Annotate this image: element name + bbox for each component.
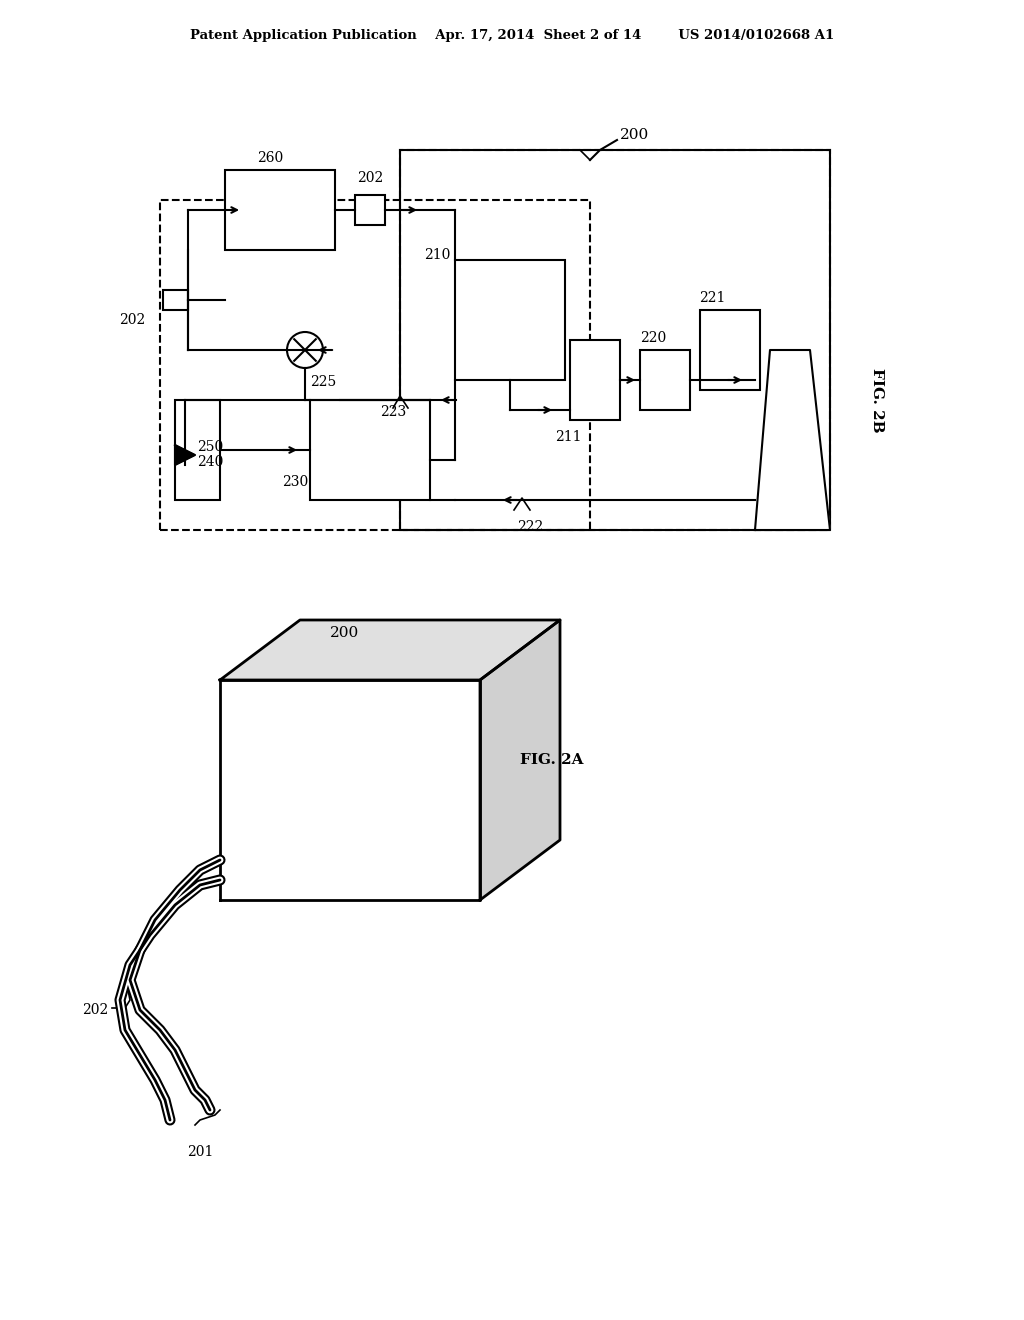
Text: 200: 200: [331, 626, 359, 640]
Text: 202: 202: [357, 172, 383, 185]
Bar: [455, 260, 565, 380]
Polygon shape: [220, 620, 560, 680]
Text: 240: 240: [197, 455, 223, 469]
Text: 221: 221: [698, 290, 725, 305]
Text: 202: 202: [82, 1003, 108, 1016]
Bar: [355, 195, 385, 224]
Text: 200: 200: [620, 128, 649, 143]
Bar: [570, 341, 620, 420]
Bar: [160, 201, 590, 531]
Text: 230: 230: [282, 475, 308, 488]
Text: 222: 222: [517, 520, 543, 535]
Text: FIG. 2A: FIG. 2A: [520, 752, 584, 767]
Bar: [455, 795, 475, 810]
Polygon shape: [175, 445, 195, 465]
Text: 250: 250: [197, 440, 223, 454]
Text: 202: 202: [119, 313, 145, 327]
Bar: [163, 290, 188, 310]
Bar: [175, 400, 220, 500]
Bar: [234, 861, 335, 890]
Text: FIG. 2B: FIG. 2B: [870, 368, 884, 433]
Text: 225: 225: [310, 375, 336, 389]
Polygon shape: [755, 350, 830, 531]
Text: 260: 260: [257, 150, 283, 165]
Text: 220: 220: [640, 331, 667, 345]
Bar: [234, 810, 335, 840]
Polygon shape: [480, 620, 560, 900]
Text: 223: 223: [380, 405, 407, 418]
Text: 210: 210: [424, 248, 450, 261]
Bar: [400, 150, 830, 531]
Bar: [640, 350, 690, 411]
Text: 201: 201: [186, 1144, 213, 1159]
Bar: [225, 170, 335, 249]
Bar: [700, 310, 760, 389]
Bar: [310, 400, 430, 500]
Text: 211: 211: [555, 430, 582, 444]
Bar: [400, 150, 830, 531]
Polygon shape: [220, 680, 480, 900]
Text: Patent Application Publication    Apr. 17, 2014  Sheet 2 of 14        US 2014/01: Patent Application Publication Apr. 17, …: [189, 29, 835, 41]
